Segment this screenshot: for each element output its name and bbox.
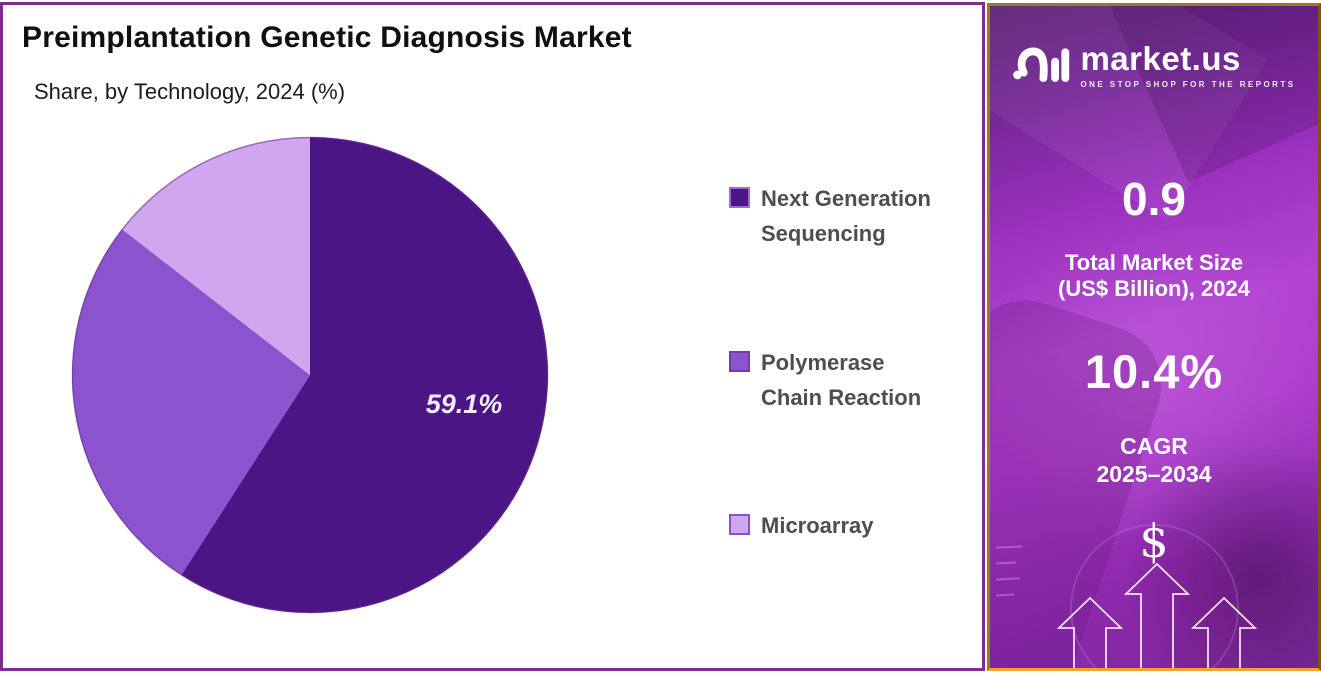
caption-line: Total Market Size	[1064, 250, 1244, 275]
pie-slice	[71, 229, 311, 576]
chart-panel: Preimplantation Genetic Diagnosis Market…	[0, 2, 985, 671]
pie-slice	[121, 137, 310, 375]
pie-outline	[71, 136, 549, 614]
market-us-logo-icon	[1012, 39, 1070, 89]
caption-line: 2025–2034	[1096, 461, 1212, 487]
brand-tagline: ONE STOP SHOP FOR THE REPORTS	[1080, 80, 1296, 89]
decorative-cup-circle	[1070, 524, 1239, 668]
legend-label-line: Chain Reaction	[761, 385, 922, 410]
brand-text: market.us ONE STOP SHOP FOR THE REPORTS	[1080, 42, 1295, 89]
dollar-icon: $	[1139, 514, 1169, 568]
chart-subtitle: Share, by Technology, 2024 (%)	[34, 79, 346, 104]
brand-logo: market.us ONE STOP SHOP FOR THE REPORTS	[990, 39, 1318, 89]
pie-chart-svg: 59.1%	[71, 136, 549, 614]
legend-item-microarray: Microarray	[729, 508, 874, 543]
pie-chart: 59.1%	[70, 135, 550, 615]
legend-swatch-ngs	[729, 187, 750, 208]
growth-arrows-icon	[1056, 562, 1258, 668]
legend-label-line: Microarray	[761, 513, 874, 538]
legend-label: Next Generation Sequencing	[761, 181, 931, 251]
legend-label-line: Sequencing	[761, 221, 886, 246]
legend-swatch-pcr	[729, 351, 750, 372]
cagr-caption: CAGR 2025–2034	[990, 432, 1318, 488]
total-market-size-value: 0.9	[1122, 173, 1186, 225]
legend-label-line: Next Generation	[761, 186, 931, 211]
legend-item-next-generation-sequencing: Next Generation Sequencing	[729, 181, 931, 251]
caption-line: CAGR	[1120, 433, 1188, 459]
page-title: Preimplantation Genetic Diagnosis Market	[22, 21, 632, 54]
pie-value-label: 59.1%	[426, 389, 503, 419]
legend-label: Microarray	[761, 508, 874, 543]
legend-label-line: Polymerase	[761, 350, 885, 375]
brand-sidebar: market.us ONE STOP SHOP FOR THE REPORTS …	[987, 3, 1321, 671]
cagr-value: 10.4%	[1084, 345, 1224, 398]
pie-slice	[181, 137, 548, 613]
legend-label: Polymerase Chain Reaction	[761, 345, 921, 415]
legend-swatch-microarray	[729, 514, 750, 535]
brand-name: market.us	[1080, 40, 1241, 77]
total-market-size-caption: Total Market Size (US$ Billion), 2024	[990, 250, 1318, 302]
caption-line: (US$ Billion), 2024	[1058, 276, 1250, 301]
legend-item-polymerase-chain-reaction: Polymerase Chain Reaction	[729, 345, 921, 415]
